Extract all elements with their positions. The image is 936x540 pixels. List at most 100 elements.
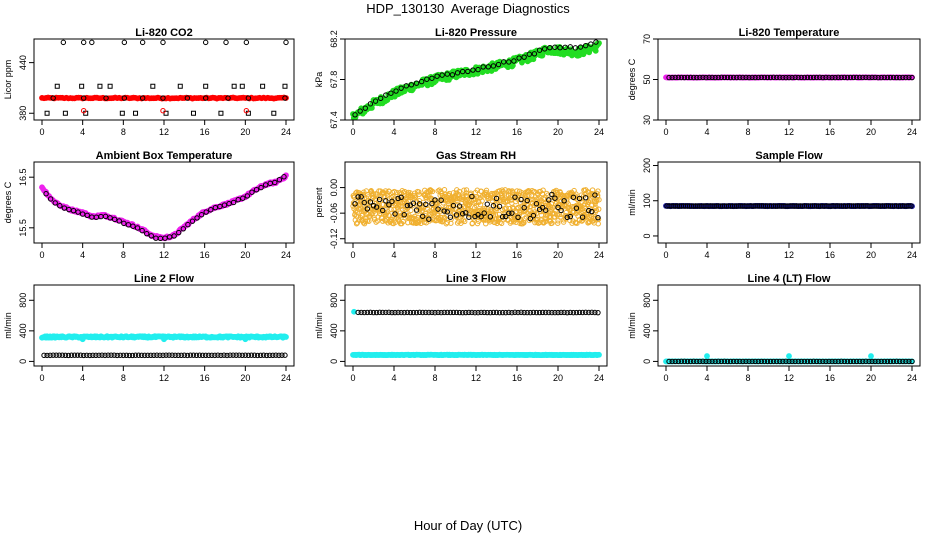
data-point xyxy=(810,358,817,365)
data-point xyxy=(444,309,450,316)
data-point xyxy=(820,358,826,365)
data-point xyxy=(184,95,191,101)
data-point xyxy=(740,358,746,365)
data-point xyxy=(503,213,509,220)
data-point xyxy=(712,358,718,365)
data-point xyxy=(121,220,127,227)
data-point xyxy=(709,74,715,81)
x-tick-label: 0 xyxy=(39,373,44,383)
y-tick-label: -0.06 xyxy=(329,203,339,224)
data-point xyxy=(786,353,792,359)
data-point xyxy=(522,215,528,222)
data-point xyxy=(850,74,857,81)
data-point xyxy=(71,352,78,358)
data-point xyxy=(372,98,379,104)
x-tick-label: 0 xyxy=(663,373,668,383)
data-point xyxy=(835,74,841,81)
y-tick-label: 68.2 xyxy=(329,30,339,48)
data-point xyxy=(171,233,177,239)
data-point xyxy=(244,193,251,199)
data-point xyxy=(393,88,399,94)
data-point xyxy=(157,352,163,359)
data-point xyxy=(515,214,521,221)
data-point xyxy=(163,110,169,116)
data-point xyxy=(878,358,884,365)
data-point xyxy=(393,189,400,196)
data-point xyxy=(154,352,160,358)
data-point xyxy=(450,309,457,316)
data-point xyxy=(138,352,145,359)
data-point xyxy=(470,67,476,73)
data-point xyxy=(141,352,148,359)
data-point xyxy=(863,74,869,81)
data-point xyxy=(549,220,555,226)
data-point xyxy=(727,74,734,81)
data-point xyxy=(97,83,103,89)
data-point xyxy=(801,358,808,365)
data-point xyxy=(890,74,897,81)
data-point xyxy=(453,212,460,218)
data-point xyxy=(786,74,792,81)
data-point xyxy=(105,352,111,358)
data-point xyxy=(444,209,450,215)
data-point xyxy=(130,223,136,229)
data-point xyxy=(376,309,383,316)
data-point xyxy=(166,352,172,358)
data-point xyxy=(515,309,521,316)
data-point xyxy=(231,83,237,89)
data-point xyxy=(860,358,866,365)
data-point xyxy=(87,352,93,359)
data-point xyxy=(416,201,423,207)
data-point xyxy=(872,358,878,365)
data-point xyxy=(718,358,725,365)
x-tick-label: 24 xyxy=(594,250,604,260)
data-point xyxy=(539,309,546,316)
y-axis-label: degrees C xyxy=(3,181,13,223)
data-point xyxy=(530,309,537,316)
y-axis-label: percent xyxy=(314,187,324,218)
x-tick-label: 16 xyxy=(512,250,522,260)
x-tick-label: 8 xyxy=(745,250,750,260)
data-point xyxy=(272,179,278,186)
data-point xyxy=(706,74,712,81)
y-tick-label: 0 xyxy=(642,233,652,238)
data-point xyxy=(565,201,571,207)
x-tick-label: 16 xyxy=(200,373,210,383)
data-point xyxy=(481,210,487,216)
data-point xyxy=(281,174,287,180)
x-tick-label: 16 xyxy=(200,250,210,260)
data-point xyxy=(466,214,472,220)
y-axis-label: ml/min xyxy=(627,312,637,339)
data-point xyxy=(242,352,249,358)
data-point xyxy=(847,358,854,365)
data-point xyxy=(847,74,854,81)
data-point xyxy=(493,309,500,316)
data-point xyxy=(718,74,725,81)
data-point xyxy=(863,358,869,365)
x-tick-label: 8 xyxy=(121,373,126,383)
data-point xyxy=(126,352,133,359)
data-point xyxy=(730,358,737,365)
data-point xyxy=(887,74,894,81)
data-point xyxy=(236,352,242,358)
data-point xyxy=(909,74,915,81)
data-point xyxy=(366,218,372,224)
x-tick-label: 0 xyxy=(663,127,668,137)
data-point xyxy=(807,358,814,365)
data-point xyxy=(573,309,580,316)
data-point xyxy=(441,187,448,193)
data-point xyxy=(588,41,594,47)
data-point xyxy=(102,213,109,220)
panel-title: Li-820 Pressure xyxy=(435,27,517,39)
data-point xyxy=(273,352,279,358)
data-point xyxy=(780,74,786,81)
data-point xyxy=(826,358,832,365)
y-axis-label: kPa xyxy=(314,72,324,88)
data-point xyxy=(107,83,113,89)
data-point xyxy=(108,352,114,358)
data-point xyxy=(99,352,105,358)
data-point xyxy=(103,95,109,101)
data-point xyxy=(202,352,209,358)
x-tick-label: 0 xyxy=(39,250,44,260)
data-point xyxy=(404,309,411,316)
